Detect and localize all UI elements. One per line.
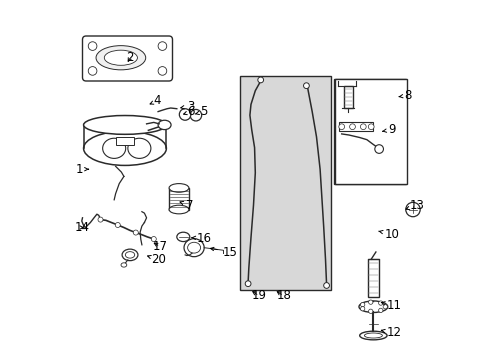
Text: 3: 3 <box>181 100 194 113</box>
Ellipse shape <box>96 46 145 70</box>
Ellipse shape <box>179 109 190 120</box>
Ellipse shape <box>177 232 189 242</box>
Ellipse shape <box>190 109 201 121</box>
Circle shape <box>158 67 166 75</box>
Ellipse shape <box>122 249 138 261</box>
Ellipse shape <box>115 222 120 228</box>
Ellipse shape <box>98 217 103 222</box>
Ellipse shape <box>158 120 171 130</box>
Circle shape <box>378 301 382 305</box>
Ellipse shape <box>405 202 419 217</box>
FancyBboxPatch shape <box>82 36 172 81</box>
Circle shape <box>368 300 372 304</box>
Bar <box>335 79 406 184</box>
Text: 19: 19 <box>251 289 266 302</box>
Ellipse shape <box>125 252 134 258</box>
Ellipse shape <box>151 237 156 242</box>
Circle shape <box>367 124 373 130</box>
Text: 11: 11 <box>381 299 401 312</box>
Ellipse shape <box>104 50 137 65</box>
Ellipse shape <box>102 138 125 158</box>
Text: 6: 6 <box>183 105 195 118</box>
Text: 16: 16 <box>191 232 211 245</box>
Circle shape <box>382 305 386 309</box>
Bar <box>240 76 330 290</box>
Bar <box>343 86 352 108</box>
Ellipse shape <box>187 242 200 253</box>
Circle shape <box>378 308 382 312</box>
Bar <box>367 259 378 297</box>
Text: 8: 8 <box>398 89 411 102</box>
Ellipse shape <box>358 301 387 312</box>
Ellipse shape <box>303 83 309 89</box>
Circle shape <box>360 124 366 130</box>
Ellipse shape <box>257 77 263 83</box>
Text: 12: 12 <box>381 327 401 339</box>
Bar <box>116 137 134 145</box>
Ellipse shape <box>359 331 386 340</box>
Ellipse shape <box>169 205 188 214</box>
Bar <box>338 122 372 131</box>
Circle shape <box>360 307 364 311</box>
Ellipse shape <box>83 131 166 166</box>
Circle shape <box>338 124 344 130</box>
Ellipse shape <box>183 239 204 257</box>
Text: 5: 5 <box>195 105 207 118</box>
Text: 4: 4 <box>150 94 161 107</box>
Ellipse shape <box>133 230 138 235</box>
Text: 15: 15 <box>210 246 237 258</box>
Text: 2: 2 <box>126 51 134 64</box>
Ellipse shape <box>323 283 329 288</box>
Text: 1: 1 <box>75 163 88 176</box>
Circle shape <box>368 309 372 314</box>
Text: 17: 17 <box>152 240 167 253</box>
Bar <box>169 188 188 210</box>
Ellipse shape <box>364 333 382 338</box>
Ellipse shape <box>374 145 383 153</box>
Ellipse shape <box>83 116 166 134</box>
Circle shape <box>88 67 97 75</box>
Text: 18: 18 <box>276 289 290 302</box>
Circle shape <box>158 42 166 50</box>
Circle shape <box>360 302 364 307</box>
Circle shape <box>349 124 355 130</box>
Bar <box>333 79 406 184</box>
Ellipse shape <box>127 138 151 158</box>
Circle shape <box>88 42 97 50</box>
Text: 9: 9 <box>382 123 395 136</box>
Ellipse shape <box>169 184 188 192</box>
Text: 10: 10 <box>378 228 398 240</box>
Text: 14: 14 <box>75 221 89 234</box>
Text: 20: 20 <box>147 253 166 266</box>
Ellipse shape <box>121 263 126 267</box>
Text: 7: 7 <box>180 199 193 212</box>
Ellipse shape <box>244 281 250 287</box>
Text: 13: 13 <box>405 199 424 212</box>
